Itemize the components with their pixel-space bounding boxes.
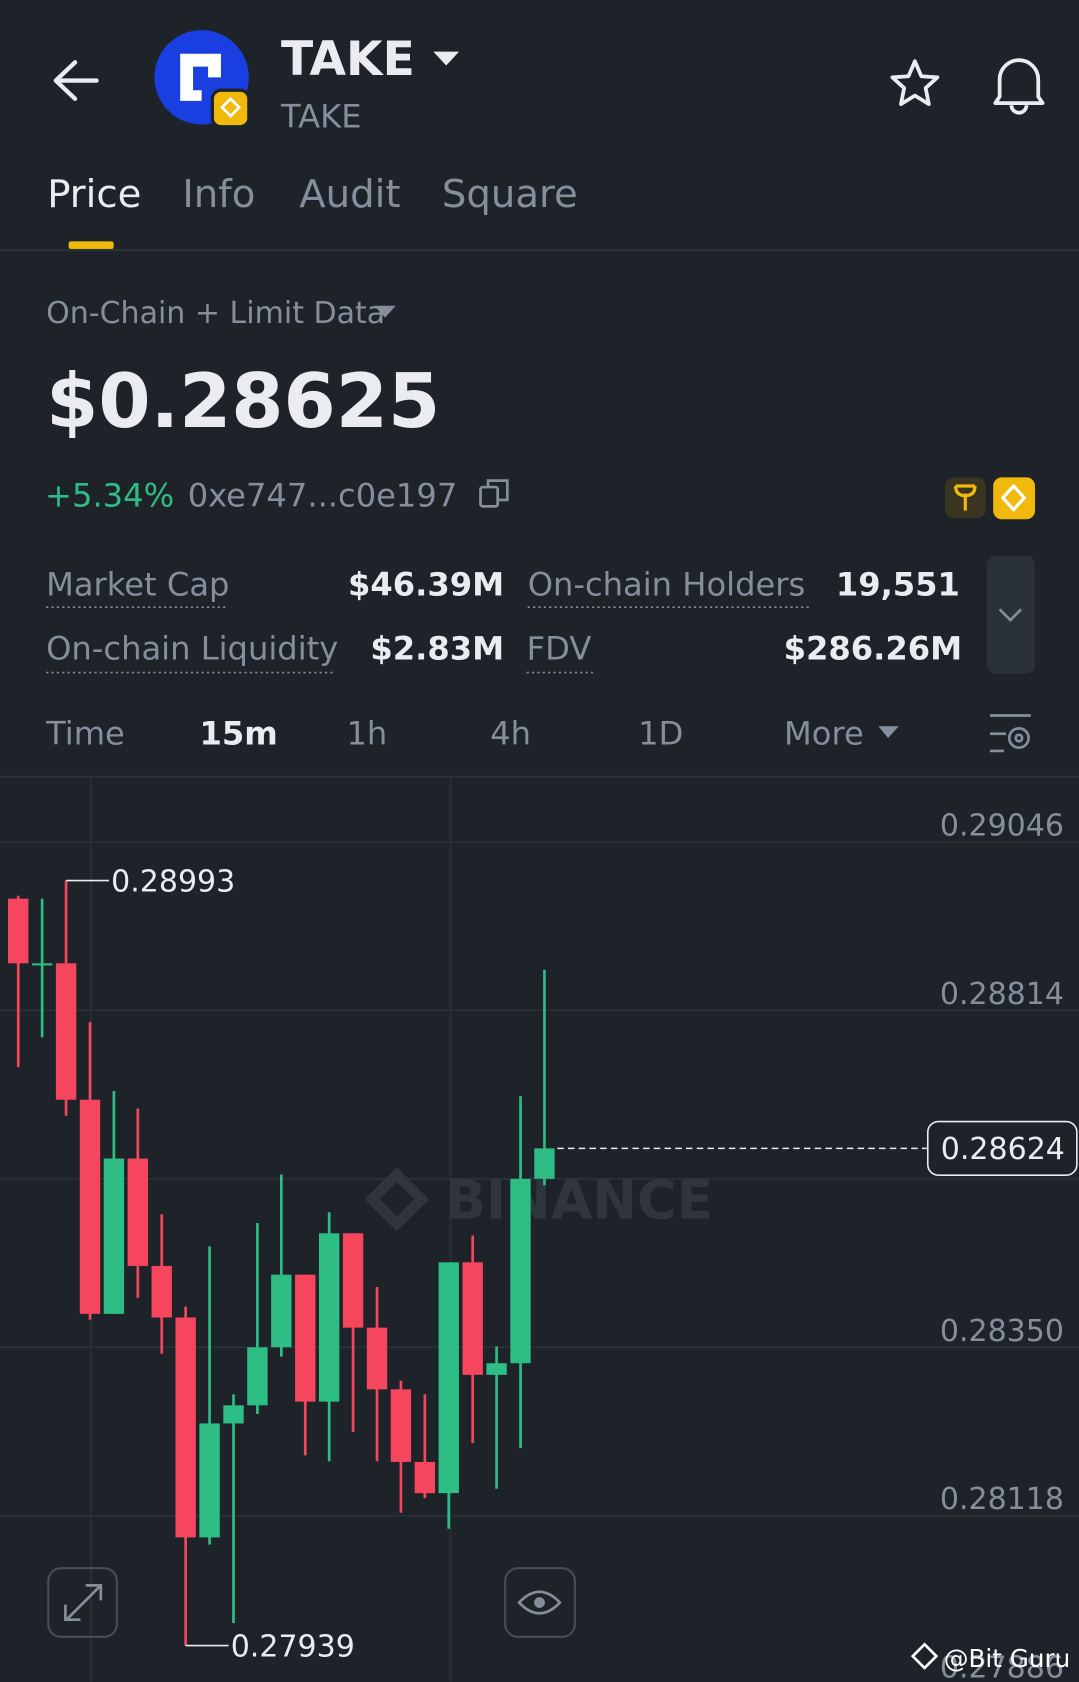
interval[interactable]: 1D [638, 714, 683, 752]
expand-stats-button[interactable] [986, 555, 1036, 674]
candle-body [438, 1262, 459, 1494]
divider [0, 248, 1079, 252]
candle-body [462, 1262, 483, 1375]
watermark-text: BINANCE [445, 1169, 713, 1232]
token-subtitle: TAKE [280, 98, 362, 136]
credit-text: @Bit Guru [944, 1644, 1070, 1673]
stat-value: $46.39M [348, 565, 504, 603]
stat-value: $286.26M [784, 630, 962, 668]
fullscreen-button[interactable] [47, 1567, 118, 1638]
candle-body [8, 898, 29, 964]
chain-icons [944, 477, 1036, 520]
candle-body [414, 1461, 436, 1494]
stat-label[interactable]: On-chain Holders [528, 565, 806, 603]
candle-body [55, 963, 77, 1100]
tab[interactable]: Info [182, 172, 255, 217]
interval-label: Time [45, 714, 125, 752]
y-tick-label: 0.28350 [940, 1314, 1064, 1349]
candle-body [366, 1327, 388, 1390]
tab-indicator [68, 241, 114, 249]
price-change: +5.34% [45, 476, 174, 514]
candle-body [31, 963, 53, 966]
tab[interactable]: Square [442, 172, 578, 217]
interval[interactable]: 15m [199, 714, 277, 752]
y-tick-label: 0.29046 [940, 809, 1064, 844]
low-label: 0.27939 [231, 1629, 355, 1664]
candle-body [79, 1099, 101, 1314]
candle-body [486, 1363, 507, 1375]
candle-body [295, 1274, 316, 1402]
candle-body [103, 1158, 125, 1314]
last-price-box [926, 1120, 1078, 1176]
candle-body [390, 1389, 412, 1462]
candle-body [223, 1405, 244, 1424]
watermark: BINANCE [364, 1167, 713, 1232]
candle-body [247, 1347, 268, 1406]
candle-body [510, 1178, 531, 1364]
token-logo [154, 30, 251, 129]
credit: @Bit Guru [910, 1642, 1070, 1673]
stat-label[interactable]: On-chain Liquidity [46, 630, 338, 668]
stat-value: 19,551 [836, 565, 960, 603]
candle-body [534, 1148, 555, 1179]
candle-body [318, 1233, 340, 1402]
candle-body [175, 1317, 196, 1538]
tab[interactable]: Price [47, 172, 141, 217]
stat-label[interactable]: FDV [527, 630, 592, 668]
candle-body [127, 1158, 149, 1266]
contract-address: 0xe747...c0e197 [188, 476, 458, 514]
last-price-label: 0.28624 [941, 1132, 1065, 1167]
y-tick-label: 0.27886 [940, 1651, 1064, 1682]
y-tick-label: 0.28118 [940, 1482, 1064, 1517]
visibility-button[interactable] [504, 1567, 576, 1638]
y-tick-label: 0.28814 [940, 977, 1064, 1012]
price: $0.28625 [46, 357, 440, 445]
candle-body [199, 1423, 220, 1538]
tab[interactable]: Audit [299, 172, 400, 217]
back-button[interactable] [53, 60, 99, 101]
high-label: 0.28993 [111, 864, 235, 899]
chart-settings-button[interactable] [989, 714, 1031, 753]
source-dropdown[interactable] [374, 305, 396, 318]
stat-label[interactable]: Market Cap [46, 565, 229, 603]
more-dropdown[interactable] [878, 726, 899, 739]
interval[interactable]: 1h [346, 714, 387, 752]
alert-button[interactable] [993, 58, 1045, 115]
token-title: TAKE [281, 32, 415, 87]
data-source[interactable]: On-Chain + Limit Data [46, 296, 385, 331]
token-dropdown[interactable] [433, 51, 460, 66]
copy-button[interactable] [479, 479, 509, 508]
divider [0, 775, 1079, 778]
candle-body [342, 1233, 364, 1328]
candle-body [151, 1265, 172, 1318]
favorite-button[interactable] [890, 59, 940, 107]
stat-value: $2.83M [370, 630, 504, 668]
interval[interactable]: 4h [490, 714, 531, 752]
candle-body [271, 1274, 292, 1348]
interval[interactable]: More [784, 714, 864, 752]
